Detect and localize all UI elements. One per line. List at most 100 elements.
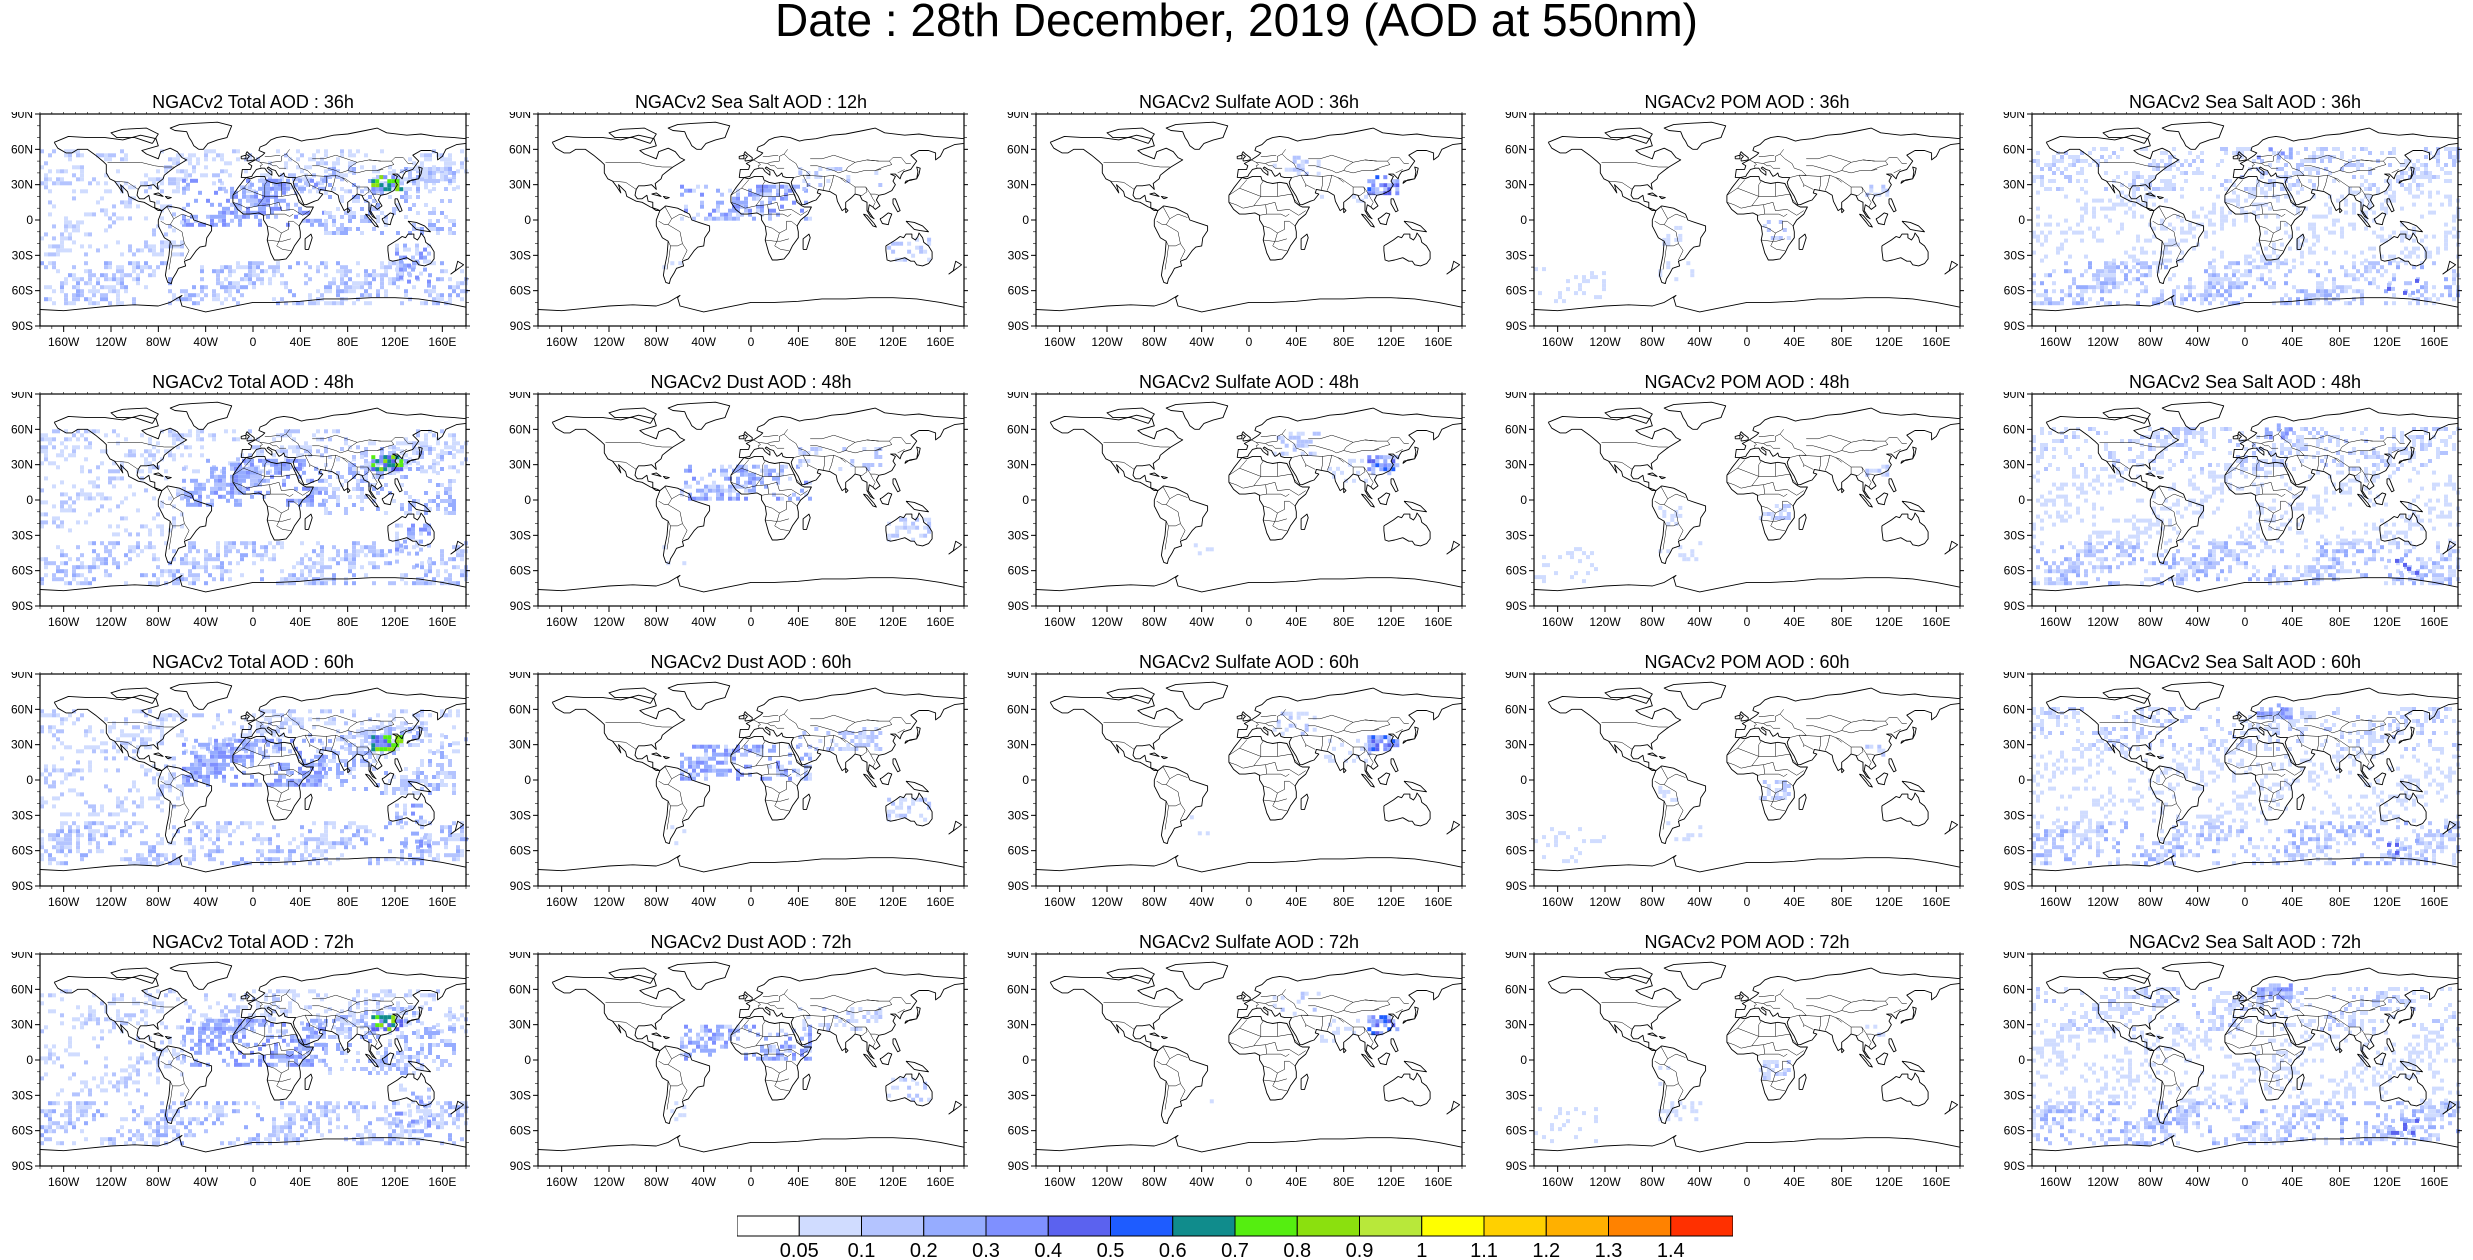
lon-tick-label: 160E [2420,895,2448,908]
aod-field [2032,703,2460,866]
colorbar-label: 0.5 [1097,1240,1125,1260]
panel-title: NGACv2 Dust AOD : 72h [650,932,852,952]
lat-tick-label: 30N [2003,738,2025,752]
lon-tick-label: 40E [788,895,809,908]
lat-tick-label: 60S [2004,284,2025,298]
lon-tick-label: 0 [1744,895,1751,908]
lat-tick-label: 90S [1008,319,1029,333]
lon-tick-label: 40E [290,615,311,628]
lon-tick-label: 120E [1875,335,1903,348]
map-panel: NGACv2 Total AOD : 72h 90N 60N 30N 0 30S 60S 90… [0,932,470,1188]
lon-tick-label: 40E [788,335,809,348]
lon-tick-label: 40W [193,335,218,348]
lat-tick-label: 90S [12,599,33,613]
lon-tick-label: 120E [1875,895,1903,908]
lon-tick-label: 40E [2282,895,2303,908]
world-map: 90N 60N 30N 0 30S 60S 90S 160W 120W 80W 40W 0 40E 80E… [1007,392,1466,628]
lon-tick-label: 80W [644,895,669,908]
lon-tick-label: 160W [546,1175,578,1188]
lon-tick-label: 80W [1142,1175,1167,1188]
lon-tick-label: 120E [879,1175,907,1188]
lat-tick-label: 30S [510,1088,531,1102]
country-borders [1601,149,1907,270]
lon-tick-label: 80W [644,335,669,348]
lat-tick-label: 90N [509,672,531,681]
aod-field [662,447,932,566]
lon-tick-label: 40E [290,1175,311,1188]
lon-tick-label: 80E [2329,615,2350,628]
lon-tick-label: 80W [1142,615,1167,628]
aod-field [2032,983,2460,1146]
lon-tick-label: 120E [1377,615,1405,628]
lon-tick-label: 40W [1687,1175,1712,1188]
world-map: 90N 60N 30N 0 30S 60S 90S 160W 120W 80W 40W 0 40E 80E… [2003,112,2462,348]
lon-tick-label: 80E [337,1175,358,1188]
lat-tick-label: 30S [2004,528,2025,542]
lon-tick-label: 80E [835,335,856,348]
world-map: 90N 60N 30N 0 30S 60S 90S 160W 120W 80W 40W 0 40E 80E… [2003,952,2462,1188]
lon-tick-label: 0 [250,335,257,348]
lon-tick-label: 160E [1424,895,1452,908]
panel-title: NGACv2 POM AOD : 60h [1644,652,1850,672]
lon-tick-label: 80W [1640,335,1665,348]
lat-tick-label: 60S [1008,284,1029,298]
lat-tick-label: 60N [1505,422,1527,436]
country-borders [605,429,911,550]
lat-tick-label: 90N [1505,672,1527,681]
lon-tick-label: 40W [193,615,218,628]
world-map: 90N 60N 30N 0 30S 60S 90S 160W 120W 80W 40W 0 40E 80E… [509,112,968,348]
lon-tick-label: 80E [835,1175,856,1188]
lon-tick-label: 160W [48,335,80,348]
lat-tick-label: 30S [510,248,531,262]
world-map: 90N 60N 30N 0 30S 60S 90S 160W 120W 80W 40W 0 40E 80E… [1007,672,1466,908]
lon-tick-label: 120E [1377,1175,1405,1188]
lon-tick-label: 40W [1189,1175,1214,1188]
lon-tick-label: 160W [2040,895,2072,908]
lon-tick-label: 40E [1784,895,1805,908]
lon-tick-label: 120W [593,615,625,628]
panel-title: NGACv2 Sulfate AOD : 72h [1138,932,1360,952]
aod-field [2032,423,2460,586]
lon-tick-label: 120E [2373,895,2401,908]
lat-tick-label: 30S [2004,248,2025,262]
lat-tick-label: 60S [510,284,531,298]
lon-tick-label: 160E [1424,1175,1452,1188]
coastlines [39,681,467,873]
map-panel: NGACv2 Sulfate AOD : 36h 90N 60N 30N 0 30S 60S… [996,92,1466,348]
lon-tick-label: 40E [1286,895,1307,908]
coastlines [1533,121,1961,313]
coastlines [1533,681,1961,873]
lon-tick-label: 0 [1246,615,1253,628]
coastlines [1035,121,1463,313]
lon-tick-label: 80E [2329,335,2350,348]
lat-tick-label: 0 [1022,1053,1029,1067]
lat-tick-label: 60S [2004,564,2025,578]
lat-tick-label: 30N [1505,738,1527,752]
colorbar-swatch [1172,1215,1236,1237]
lon-tick-label: 120W [1589,615,1621,628]
lon-tick-label: 160E [2420,335,2448,348]
lon-tick-label: 160E [1922,895,1950,908]
lat-tick-label: 30S [1506,1088,1527,1102]
lat-tick-label: 90S [2004,1159,2025,1173]
lat-tick-label: 90S [510,879,531,893]
lat-tick-label: 30N [509,1018,531,1032]
lat-tick-label: 0 [2018,213,2025,227]
coastlines [537,401,965,593]
lon-tick-label: 160E [428,1175,456,1188]
panel-title: NGACv2 Sea Salt AOD : 36h [2128,92,2362,112]
lat-tick-label: 0 [26,773,33,787]
panel-title: NGACv2 Sulfate AOD : 36h [1138,92,1360,112]
lon-tick-label: 120W [1091,895,1123,908]
lon-tick-label: 40E [1784,615,1805,628]
map-frame [1533,953,1961,1167]
lat-tick-label: 60S [510,564,531,578]
lat-tick-label: 30N [1505,1018,1527,1032]
lat-tick-label: 0 [26,213,33,227]
lon-tick-label: 160E [1922,615,1950,628]
lat-tick-label: 60N [11,982,33,996]
lon-tick-label: 80W [2138,615,2163,628]
coastlines [2031,401,2459,593]
lat-tick-label: 60N [1505,702,1527,716]
lon-tick-label: 0 [1246,335,1253,348]
